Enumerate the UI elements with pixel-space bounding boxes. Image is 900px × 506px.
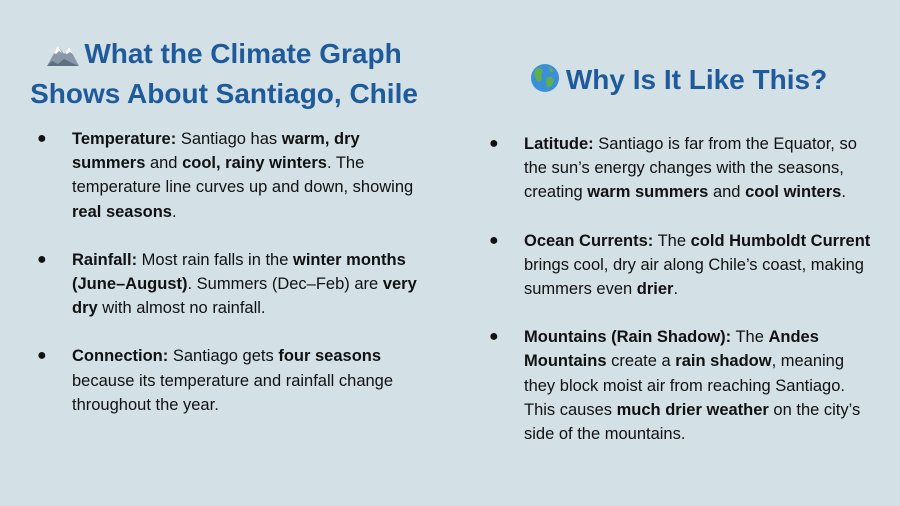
right-bullet-list: ● Latitude: Santiago is far from the Equa… — [480, 132, 875, 446]
text-run: . — [171, 202, 177, 221]
right-column: Why Is It Like This? ● Latitude: Santiago… — [480, 0, 875, 470]
bold-text: cool, rainy winters — [182, 154, 327, 173]
bullet-item: ● Mountains (Rain Shadow): The Andes Moun… — [480, 325, 875, 446]
text-run: . Summers (Dec–Feb) are — [187, 275, 383, 294]
bold-text: rain shadow — [675, 352, 772, 371]
bullet-dot-icon: ● — [489, 135, 499, 152]
bold-text: very dry — [72, 275, 417, 318]
bold-text: four seasons — [278, 347, 382, 366]
text-run: on the city’s side of the mountains. — [524, 400, 861, 444]
bold-text: Connection: — [72, 347, 169, 366]
bullet-item: ● Temperature: Santiago has warm, dry sum… — [28, 127, 420, 224]
bold-text: Ocean Currents: — [524, 231, 654, 250]
left-column: What the Climate Graph Shows About Santi… — [28, 0, 420, 441]
left-heading-text: What the Climate Graph Shows About Santi… — [30, 38, 418, 109]
bold-text: warm summers — [587, 183, 709, 202]
bullet-dot-icon: ● — [37, 130, 47, 147]
bold-text: real seasons — [72, 202, 172, 221]
bold-text: winter months (June–August) — [72, 250, 406, 294]
bullet-dot-icon: ● — [489, 328, 499, 346]
bold-text: Temperature: — [72, 130, 177, 148]
bold-text: warm, dry summers — [72, 130, 360, 173]
bold-text: cool winters — [745, 183, 842, 202]
bullet-item: ● Rainfall: Most rain falls in the winter… — [28, 248, 420, 321]
text-run: . The temperature line curves up and dow… — [72, 154, 414, 197]
bold-text: much drier weather — [616, 400, 769, 419]
right-heading: Why Is It Like This? — [480, 60, 875, 100]
text-run: and — [708, 183, 746, 202]
text-run: and — [145, 154, 183, 173]
text-run: because its temperature and rainfall cha… — [72, 371, 394, 414]
text-run: with almost no rainfall. — [97, 299, 266, 318]
bold-text: Andes Mountains — [524, 328, 819, 371]
bold-text: Mountains (Rain Shadow): — [524, 328, 732, 347]
bullet-item: ● Connection: Santiago gets four seasons … — [28, 344, 420, 417]
globe-icon — [530, 64, 559, 92]
text-run: . — [841, 183, 846, 202]
text-run: Santiago gets — [168, 347, 279, 366]
text-run: , meaning they block moist air from reac… — [524, 352, 845, 419]
text-run: The — [731, 328, 769, 347]
bullet-dot-icon: ● — [37, 347, 47, 365]
bullet-dot-icon: ● — [489, 231, 499, 249]
bullet-item: ● Latitude: Santiago is far from the Equa… — [480, 132, 875, 205]
right-heading-text: Why Is It Like This? — [565, 64, 828, 95]
left-heading: What the Climate Graph Shows About Santi… — [28, 34, 420, 114]
bold-text: Latitude: — [524, 135, 594, 153]
left-bullet-list: ● Temperature: Santiago has warm, dry sum… — [28, 127, 420, 417]
bold-text: cold Humboldt Current — [690, 231, 871, 250]
text-run: brings cool, dry air along Chile’s coast… — [524, 255, 864, 299]
text-run: Most rain falls in the — [137, 250, 293, 269]
bold-text: drier — [636, 280, 674, 299]
text-run: Santiago has — [176, 130, 282, 148]
mountain-icon — [47, 46, 80, 66]
text-run: create a — [606, 352, 676, 371]
bold-text: Rainfall: — [72, 250, 138, 269]
bullet-dot-icon: ● — [37, 250, 47, 268]
text-run: . — [673, 280, 679, 299]
text-run: Santiago is far from the Equator, so the… — [524, 135, 857, 202]
text-run: The — [653, 231, 691, 250]
bullet-item: ● Ocean Currents: The cold Humboldt Curre… — [480, 229, 875, 302]
